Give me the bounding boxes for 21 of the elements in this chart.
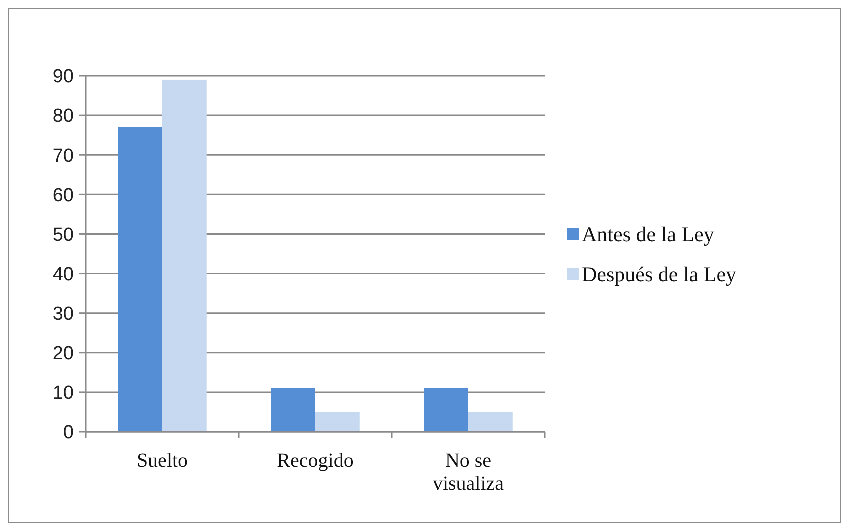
x-tick-label: Suelto xyxy=(136,450,188,472)
bar xyxy=(118,127,162,432)
x-tick-label: Recogido xyxy=(277,450,354,472)
bar xyxy=(271,388,316,432)
x-tick-label: No se visualiza xyxy=(432,450,504,495)
legend-label: Antes de la Ley xyxy=(582,222,715,246)
y-tick-label: 80 xyxy=(52,106,74,128)
y-tick-label: 60 xyxy=(52,185,74,206)
y-tick-label: 90 xyxy=(52,66,74,88)
bar xyxy=(468,412,513,432)
y-tick-label: 20 xyxy=(52,344,74,365)
y-tick-label: 50 xyxy=(52,224,74,246)
bar xyxy=(424,388,468,432)
y-tick-label: 40 xyxy=(52,264,74,286)
y-tick-label: 30 xyxy=(52,304,74,325)
bar xyxy=(316,412,360,432)
y-tick-label: 70 xyxy=(52,146,74,167)
bar xyxy=(162,80,207,432)
y-tick-label: 0 xyxy=(63,422,74,444)
y-tick-label: 10 xyxy=(52,383,74,404)
legend-label: Después de la Ley xyxy=(582,262,738,286)
